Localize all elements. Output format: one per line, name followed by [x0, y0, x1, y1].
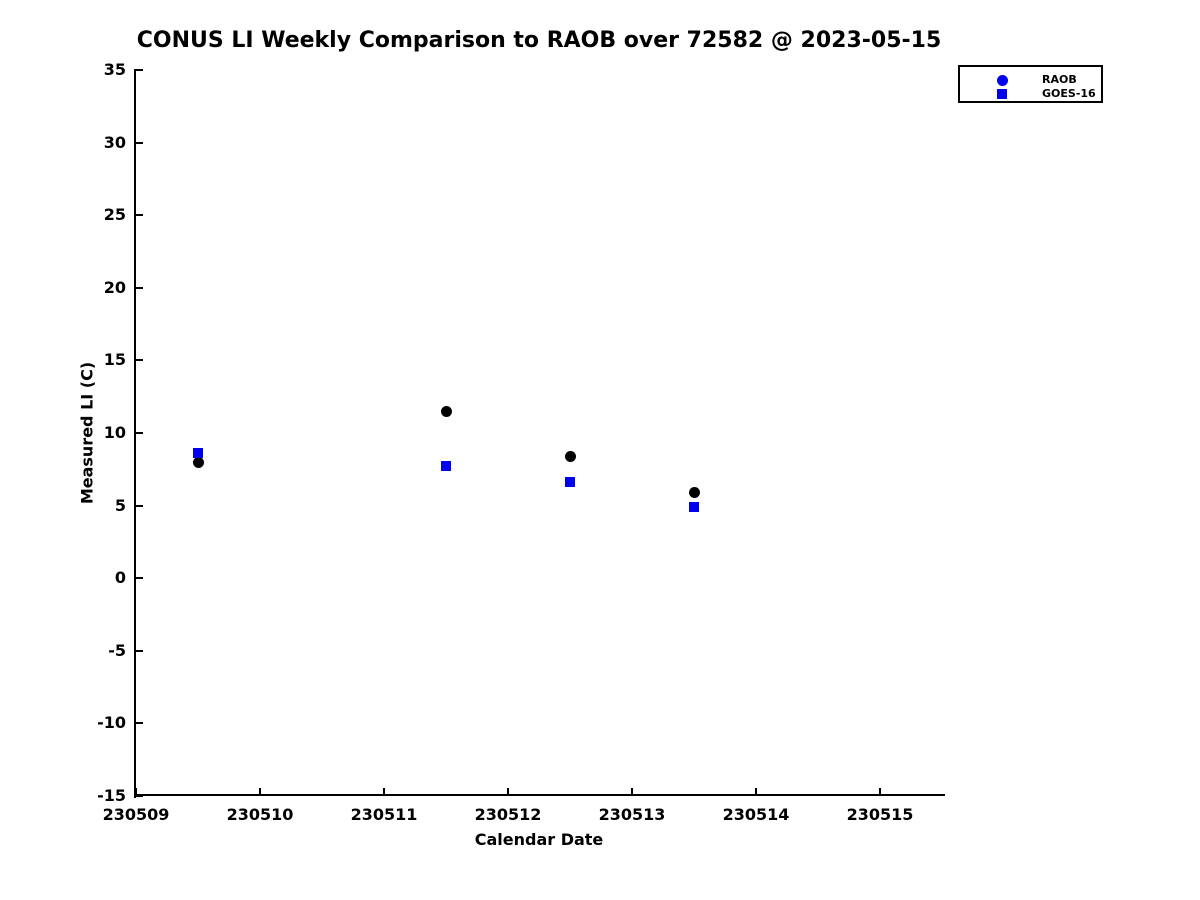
data-point-goes-16	[565, 477, 575, 487]
y-tick	[136, 795, 143, 797]
data-point-goes-16	[441, 461, 451, 471]
y-tick-label: 5	[114, 496, 126, 515]
x-tick-label: 230515	[846, 805, 914, 824]
x-tick	[879, 788, 881, 795]
x-tick	[631, 788, 633, 795]
y-tick	[136, 722, 143, 724]
y-tick	[136, 69, 143, 71]
y-tick-label: 25	[103, 205, 126, 224]
legend-label-goes-16: GOES-16	[1042, 87, 1096, 100]
legend-label-raob: RAOB	[1042, 73, 1077, 86]
x-tick-label: 230509	[102, 805, 170, 824]
x-axis-spine	[134, 794, 945, 796]
data-point-raob	[689, 487, 700, 498]
y-tick	[136, 505, 143, 507]
y-tick	[136, 142, 143, 144]
data-point-goes-16	[193, 448, 203, 458]
y-tick	[136, 214, 143, 216]
y-tick	[136, 577, 143, 579]
x-axis-label: Calendar Date	[474, 830, 604, 849]
y-tick-label: -5	[108, 641, 126, 660]
data-point-raob	[565, 451, 576, 462]
y-tick	[136, 287, 143, 289]
y-axis-spine	[134, 69, 136, 798]
legend-marker-goes-16	[997, 89, 1007, 99]
x-tick-label: 230514	[722, 805, 790, 824]
data-point-goes-16	[689, 502, 699, 512]
y-tick-label: 15	[103, 350, 126, 369]
y-tick	[136, 359, 143, 361]
chart-title: CONUS LI Weekly Comparison to RAOB over …	[136, 28, 942, 53]
data-point-raob	[193, 457, 204, 468]
y-tick-label: -15	[97, 786, 126, 805]
x-tick	[259, 788, 261, 795]
y-tick-label: 10	[103, 423, 126, 442]
x-tick	[755, 788, 757, 795]
legend: RAOB GOES-16	[958, 65, 1103, 103]
x-tick-label: 230511	[350, 805, 418, 824]
x-tick-label: 230510	[226, 805, 294, 824]
y-tick-label: 35	[103, 60, 126, 79]
y-tick-label: -10	[97, 713, 126, 732]
x-tick	[383, 788, 385, 795]
x-tick	[507, 788, 509, 795]
y-tick-label: 0	[114, 568, 126, 587]
x-tick-label: 230512	[474, 805, 542, 824]
y-tick	[136, 432, 143, 434]
legend-marker-raob	[996, 74, 1008, 86]
y-tick	[136, 650, 143, 652]
y-tick-label: 30	[103, 133, 126, 152]
y-tick-label: 20	[103, 278, 126, 297]
data-point-raob	[441, 406, 452, 417]
x-tick-label: 230513	[598, 805, 666, 824]
x-tick	[135, 788, 137, 795]
